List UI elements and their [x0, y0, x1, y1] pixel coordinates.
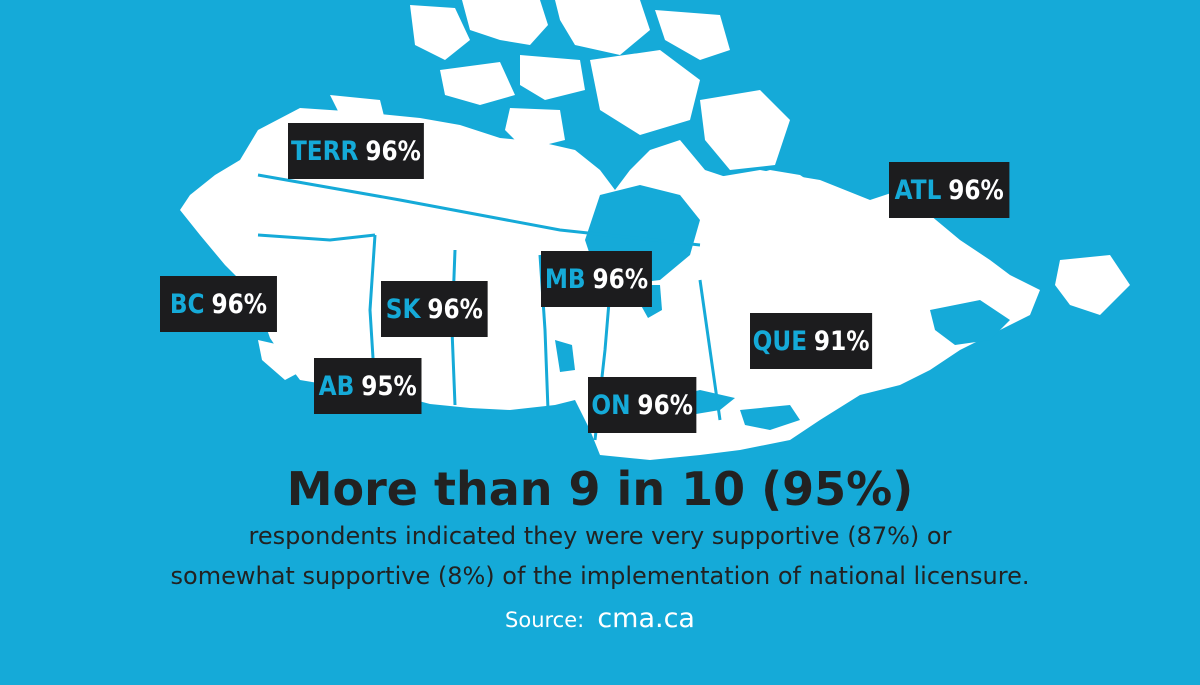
arctic-island: [590, 50, 700, 135]
arctic-island: [462, 0, 548, 45]
region-value: 96%: [637, 389, 694, 421]
border: [698, 279, 722, 421]
source-url: cma.ca: [597, 603, 695, 634]
region-label-sk: SK 96%: [381, 281, 488, 337]
subtext-line-2: somewhat supportive (8%) of the implemen…: [170, 562, 1030, 590]
lake: [740, 405, 800, 430]
region-code: BC: [169, 288, 205, 320]
subtext-line-1: respondents indicated they were very sup…: [248, 522, 952, 550]
border: [257, 173, 701, 247]
region-value: 96%: [592, 263, 649, 295]
source-line: Source: cma.ca: [0, 603, 1200, 634]
arctic-island: [555, 0, 650, 55]
region-code: ATL: [894, 174, 942, 206]
vancouver-island: [258, 340, 300, 380]
gulf-st-lawrence: [930, 300, 1010, 345]
region-value: 96%: [427, 293, 483, 325]
border: [257, 233, 376, 242]
region-code: TERR: [290, 135, 359, 167]
region-value: 96%: [211, 288, 268, 320]
region-label-bc: BC 96%: [160, 276, 277, 332]
arctic-island: [505, 108, 565, 150]
newfoundland: [1055, 255, 1130, 315]
region-label-mb: MB 96%: [541, 251, 652, 307]
arctic-island: [520, 55, 585, 100]
region-code: QUE: [752, 325, 808, 357]
arctic-island: [700, 90, 790, 170]
region-label-que: QUE 91%: [750, 313, 873, 369]
region-code: MB: [544, 263, 586, 295]
canada-map: TERR 96% ATL 96% BC 96% SK 96% MB 96% QU…: [160, 0, 1130, 460]
arctic-island: [655, 10, 730, 60]
region-value: 95%: [361, 370, 417, 402]
region-label-on: ON 96%: [588, 377, 697, 433]
region-code: SK: [385, 293, 421, 325]
headline: More than 9 in 10 (95%): [286, 462, 914, 516]
region-value: 96%: [365, 135, 421, 167]
region-label-ab: AB 95%: [314, 358, 422, 414]
region-value: 96%: [948, 174, 1004, 206]
region-label-atl: ATL 96%: [889, 162, 1010, 218]
source-label: Source:: [505, 608, 585, 632]
arctic-island: [440, 62, 515, 105]
region-code: ON: [591, 389, 631, 421]
quebec-labrador: [700, 170, 930, 265]
region-label-terr: TERR 96%: [288, 123, 424, 179]
lake: [555, 340, 575, 372]
arctic-island: [410, 5, 470, 60]
region-value: 91%: [813, 325, 870, 357]
region-code: AB: [318, 370, 355, 402]
